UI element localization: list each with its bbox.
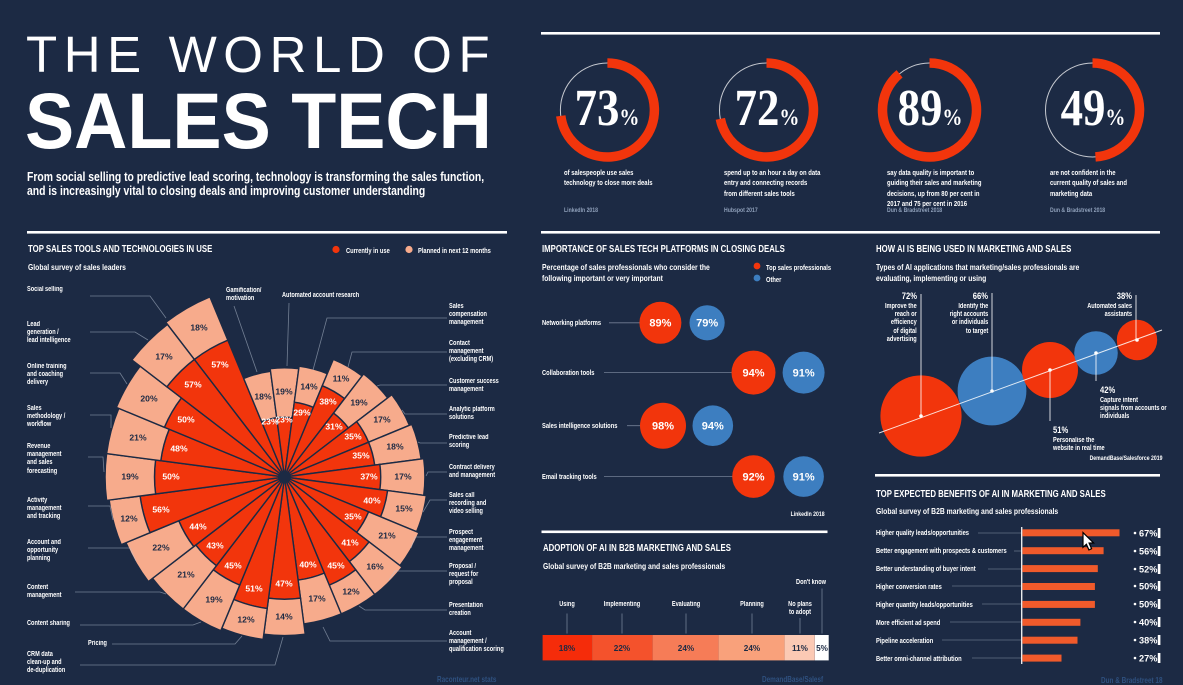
- svg-text:57%: 57%: [184, 379, 202, 389]
- svg-text:31%: 31%: [325, 421, 343, 431]
- svg-text:35%: 35%: [344, 431, 362, 441]
- svg-text:17%: 17%: [394, 471, 412, 481]
- svg-text:23%: 23%: [275, 414, 293, 424]
- svg-text:19%: 19%: [121, 471, 139, 481]
- svg-text:45%: 45%: [327, 560, 345, 570]
- svg-text:14%: 14%: [275, 611, 293, 621]
- svg-text:52%: 52%: [1139, 564, 1157, 574]
- svg-text:91%: 91%: [793, 472, 815, 484]
- svg-text:17%: 17%: [308, 593, 326, 603]
- svg-text:50%: 50%: [162, 471, 180, 481]
- svg-text:18%: 18%: [386, 441, 404, 451]
- svg-text:51%: 51%: [245, 583, 263, 593]
- svg-text:18%: 18%: [559, 644, 576, 653]
- svg-text:12%: 12%: [342, 586, 360, 596]
- svg-text:38%: 38%: [319, 396, 337, 406]
- svg-text:92%: 92%: [742, 472, 764, 484]
- svg-text:16%: 16%: [366, 561, 384, 571]
- svg-text:41%: 41%: [341, 537, 359, 547]
- svg-text:19%: 19%: [350, 397, 368, 407]
- svg-text:50%: 50%: [177, 414, 195, 424]
- svg-text:21%: 21%: [378, 530, 396, 540]
- svg-text:57%: 57%: [211, 359, 229, 369]
- svg-text:24%: 24%: [678, 644, 695, 653]
- svg-text:56%: 56%: [152, 504, 170, 514]
- svg-text:14%: 14%: [300, 381, 318, 391]
- svg-text:40%: 40%: [1139, 617, 1157, 627]
- svg-text:67%: 67%: [1139, 528, 1157, 538]
- svg-text:44%: 44%: [189, 521, 207, 531]
- svg-text:35%: 35%: [344, 511, 362, 521]
- svg-text:15%: 15%: [395, 503, 413, 513]
- svg-text:17%: 17%: [155, 351, 173, 361]
- svg-text:47%: 47%: [275, 578, 293, 588]
- svg-text:27%: 27%: [1139, 653, 1157, 663]
- svg-text:43%: 43%: [206, 540, 224, 550]
- svg-text:17%: 17%: [373, 414, 391, 424]
- svg-text:24%: 24%: [744, 644, 761, 653]
- svg-text:12%: 12%: [237, 614, 255, 624]
- svg-text:79%: 79%: [696, 318, 718, 330]
- svg-text:22%: 22%: [614, 644, 631, 653]
- svg-text:40%: 40%: [363, 495, 381, 505]
- svg-text:5%: 5%: [816, 644, 829, 653]
- svg-text:18%: 18%: [190, 322, 208, 332]
- svg-text:56%: 56%: [1139, 546, 1157, 556]
- svg-text:21%: 21%: [177, 569, 195, 579]
- svg-text:35%: 35%: [352, 450, 370, 460]
- svg-text:23%: 23%: [261, 416, 279, 426]
- svg-text:37%: 37%: [360, 471, 378, 481]
- svg-text:45%: 45%: [224, 560, 242, 570]
- svg-text:11%: 11%: [333, 373, 350, 383]
- svg-text:89%: 89%: [649, 318, 671, 330]
- svg-text:18%: 18%: [254, 391, 272, 401]
- svg-text:19%: 19%: [275, 386, 293, 396]
- svg-text:48%: 48%: [170, 443, 188, 453]
- svg-text:20%: 20%: [140, 393, 158, 403]
- svg-text:29%: 29%: [293, 407, 311, 417]
- svg-text:94%: 94%: [742, 368, 764, 380]
- svg-text:50%: 50%: [1139, 581, 1157, 591]
- svg-text:22%: 22%: [152, 542, 170, 552]
- svg-text:98%: 98%: [652, 421, 674, 433]
- svg-text:12%: 12%: [120, 513, 138, 523]
- svg-text:19%: 19%: [205, 594, 223, 604]
- svg-text:11%: 11%: [792, 644, 809, 653]
- svg-text:21%: 21%: [129, 432, 147, 442]
- svg-text:38%: 38%: [1139, 635, 1157, 645]
- svg-text:40%: 40%: [299, 559, 317, 569]
- svg-text:50%: 50%: [1139, 599, 1157, 609]
- svg-text:94%: 94%: [702, 421, 724, 433]
- svg-text:91%: 91%: [793, 368, 815, 380]
